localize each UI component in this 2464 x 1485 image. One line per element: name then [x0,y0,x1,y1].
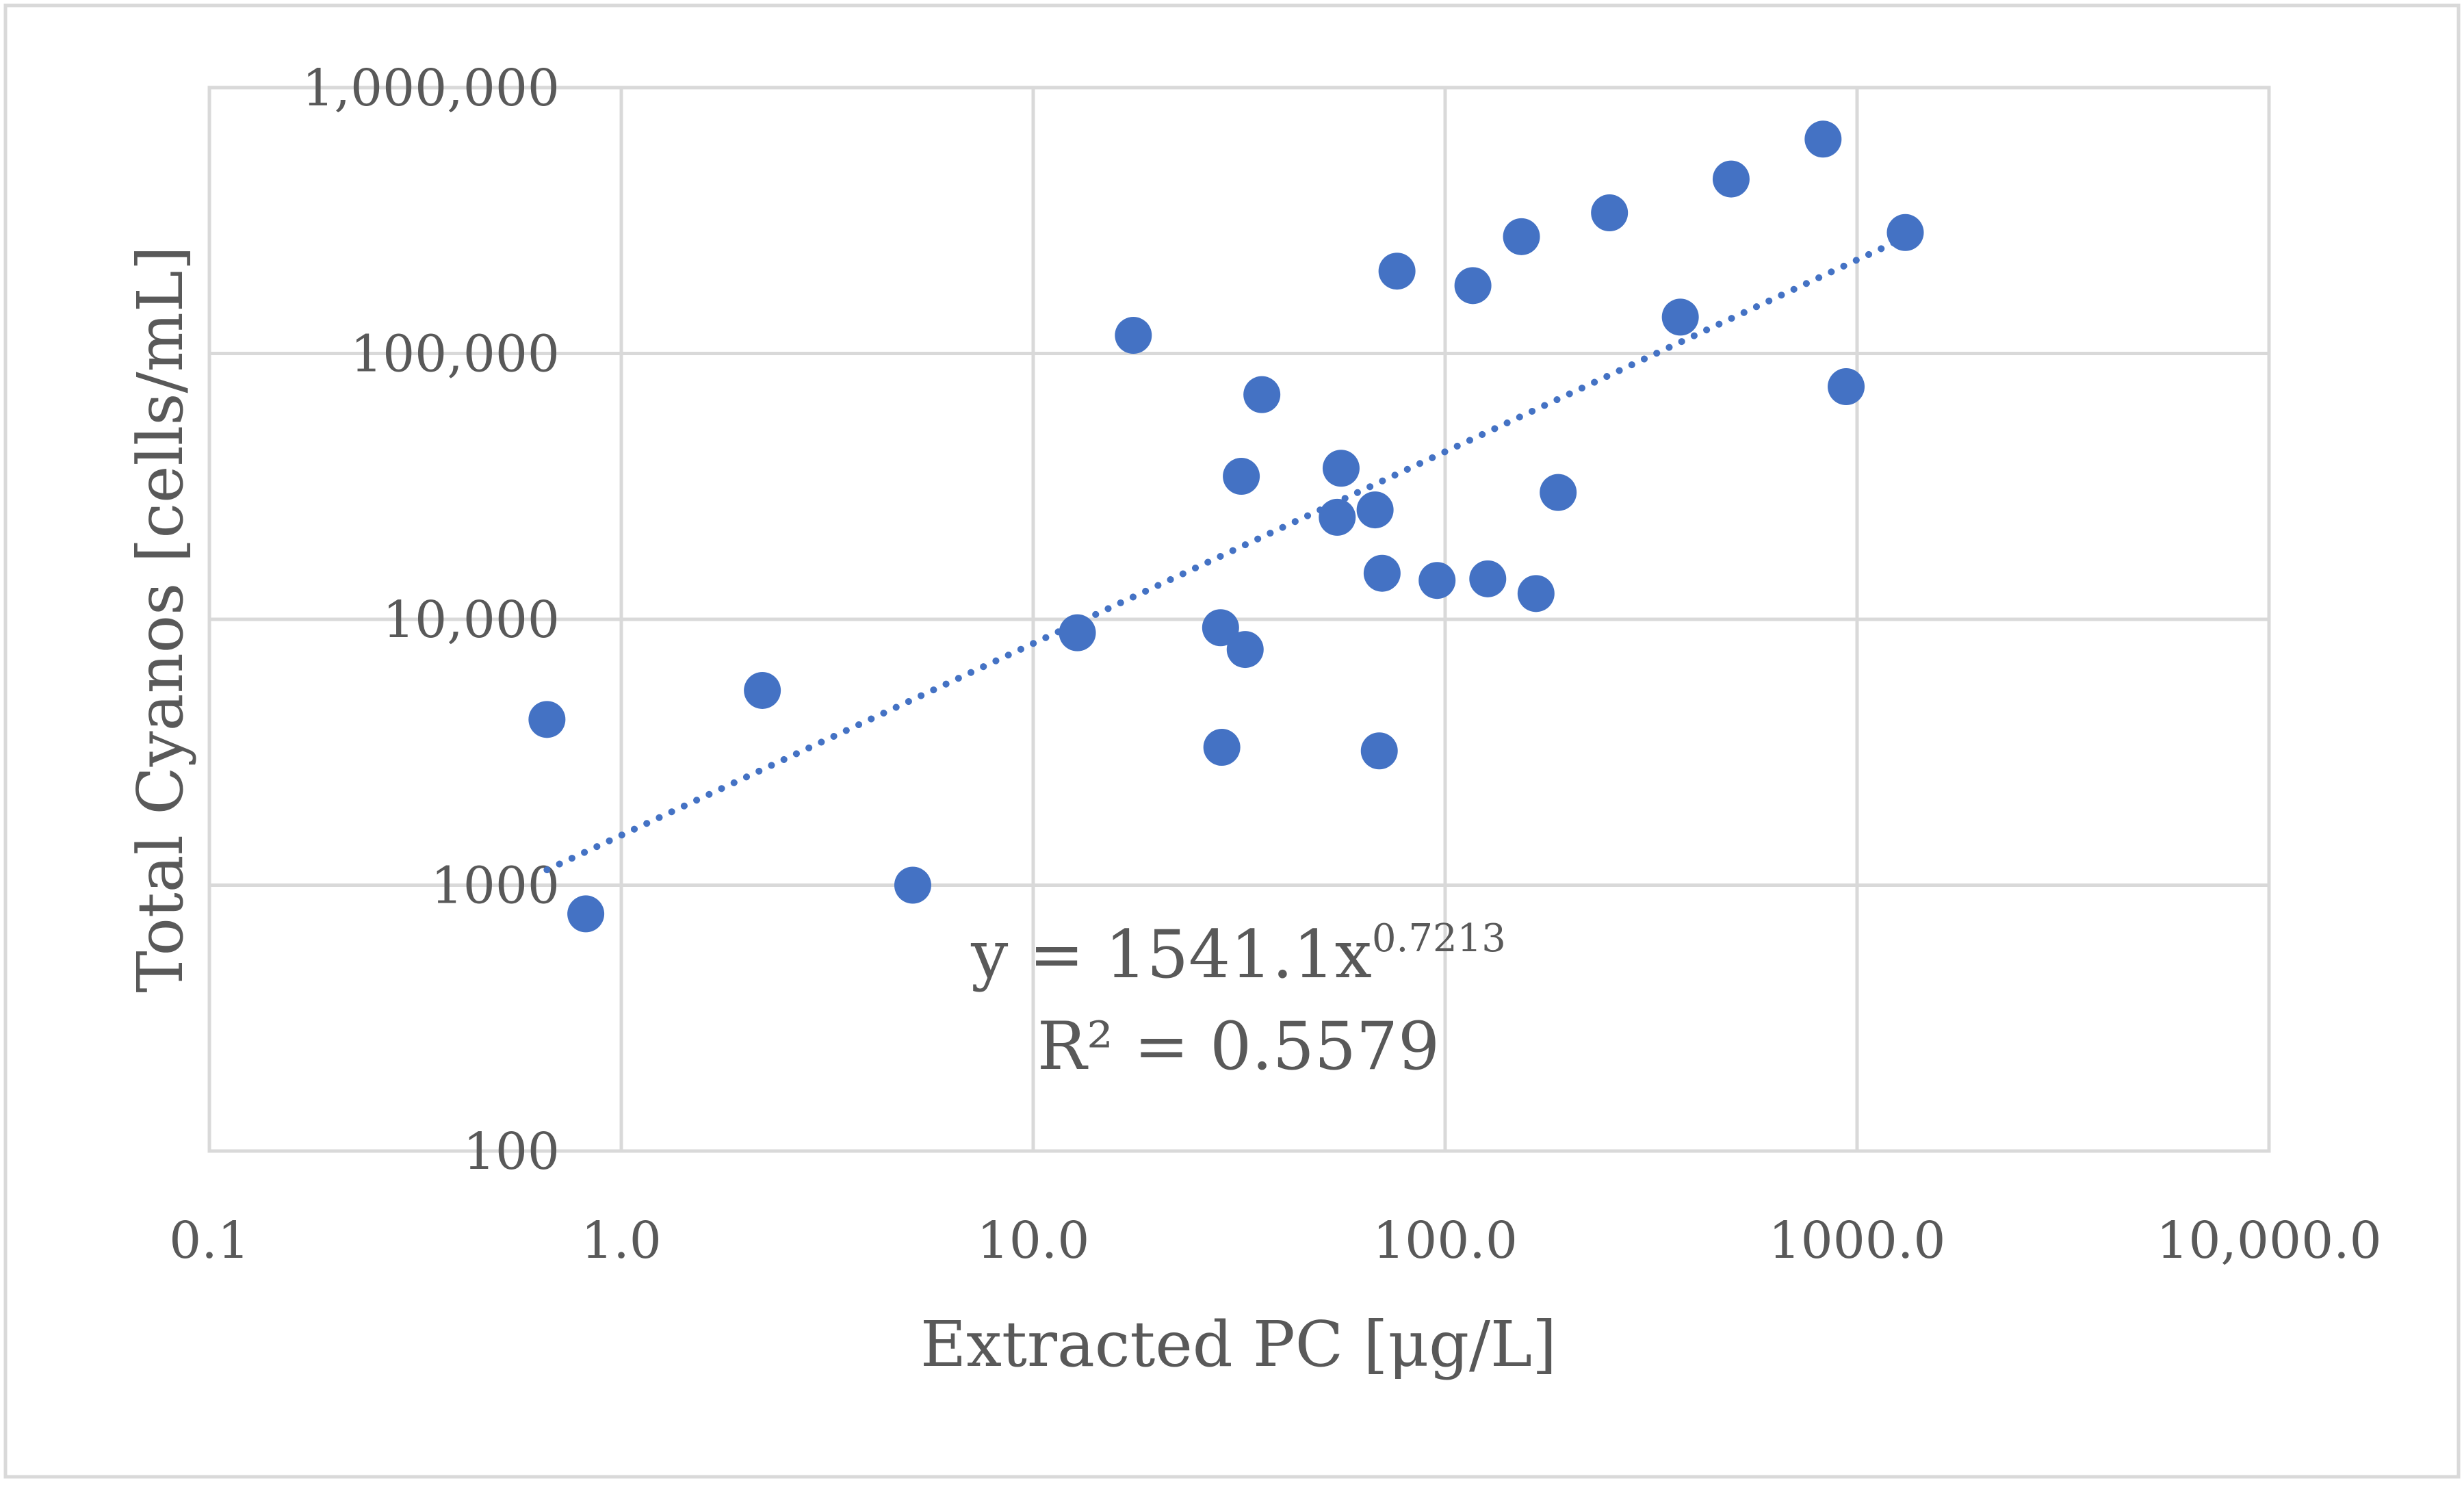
x-tick-label: 1.0 [581,1211,662,1270]
data-point [1886,214,1924,251]
data-point [1828,368,1865,406]
data-point [1059,614,1096,651]
data-point [1203,729,1241,766]
x-tick-label: 0.1 [169,1211,250,1270]
equation-base: y = 1541.1x [970,916,1372,993]
trendline-equation: y = 1541.1x0.7213 [970,916,1506,993]
data-point [567,895,605,933]
data-point [1360,732,1398,770]
data-point [1454,267,1492,305]
y-tick-label: 1,000,000 [302,59,560,118]
data-point [1712,160,1750,198]
data-point [528,701,566,738]
data-point [1226,631,1264,669]
tick-labels: 0.1 1.0 10.0 100.0 1000.0 10,000.0 100 1000 10,0… [169,59,2382,1270]
data-point [1418,562,1456,599]
x-axis-title: Extracted PC [μg/L] [920,1308,1557,1381]
trendline [543,234,1909,874]
data-point [894,866,931,904]
data-point [1356,491,1394,529]
x-tick-label: 10.0 [977,1211,1090,1270]
y-tick-label: 1000 [431,857,560,916]
data-point [1503,218,1540,255]
data-point [1363,554,1401,592]
x-tick-label: 100.0 [1373,1211,1518,1270]
data-point [1322,450,1360,487]
data-point [1469,560,1507,597]
data-point [1319,498,1356,536]
trendline-r-squared: R² = 0.5579 [1037,1008,1440,1085]
x-tick-label: 1000.0 [1769,1211,1946,1270]
data-points [528,120,1924,933]
data-point [1804,120,1842,158]
data-point [1202,609,1239,647]
data-point [1378,253,1416,290]
y-tick-label: 100 [463,1122,560,1181]
y-axis-title: Total Cyanos [cells/mL] [124,246,197,993]
data-point [1517,575,1555,612]
data-point [1540,474,1577,511]
equation-exponent: 0.7213 [1372,916,1506,961]
y-tick-label: 10,000 [382,591,560,649]
x-tick-label: 10,000.0 [2156,1211,2382,1270]
data-point [1243,376,1281,413]
plot-area-border [207,86,2271,1153]
data-point [1115,317,1152,354]
data-point [1591,194,1629,232]
data-point [744,671,781,709]
data-point [1223,458,1260,495]
y-tick-label: 100,000 [350,325,560,384]
data-point [1661,298,1699,336]
